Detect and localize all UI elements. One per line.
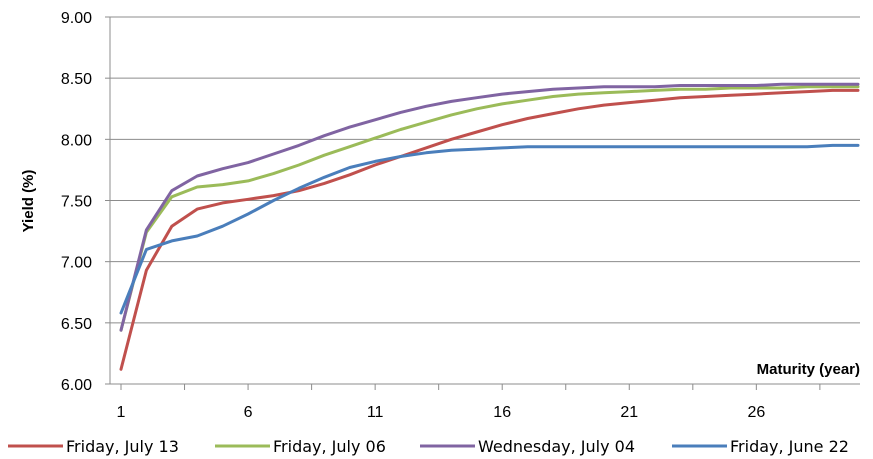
series-line-4 bbox=[119, 143, 860, 315]
y-tick-label: 8.50 bbox=[61, 71, 92, 88]
x-tick-label: 11 bbox=[367, 404, 384, 421]
legend-label-2: Friday, July 06 bbox=[273, 437, 386, 456]
y-tick-label: 8.00 bbox=[61, 132, 92, 149]
y-tick-label: 7.00 bbox=[61, 255, 92, 272]
x-tick-label: 1 bbox=[117, 404, 126, 421]
legend: Friday, July 13 Friday, July 06 Wednesday,… bbox=[8, 437, 849, 456]
series-line-2 bbox=[119, 85, 860, 332]
y-axis-title: Yield (%) bbox=[20, 170, 37, 233]
series-lines bbox=[119, 82, 860, 371]
y-tick-label: 6.00 bbox=[61, 377, 92, 394]
y-tick-labels: 6.00 6.50 7.00 7.50 8.00 8.50 9.00 bbox=[61, 10, 92, 394]
y-tick-label: 7.50 bbox=[61, 194, 92, 211]
series-line-3 bbox=[119, 82, 860, 332]
x-tick-label: 16 bbox=[493, 404, 511, 421]
x-tick-label: 21 bbox=[620, 404, 638, 421]
x-axis-title: Maturity (year) bbox=[757, 361, 860, 378]
legend-label-1: Friday, July 13 bbox=[66, 437, 179, 456]
y-tick-label: 9.00 bbox=[61, 10, 92, 27]
x-tick-label: 26 bbox=[747, 404, 765, 421]
series-line-1 bbox=[119, 88, 860, 371]
y-tick-label: 6.50 bbox=[61, 316, 92, 333]
legend-label-4: Friday, June 22 bbox=[730, 437, 849, 456]
x-tick-label: 6 bbox=[244, 404, 253, 421]
axes bbox=[105, 16, 860, 390]
x-tick-labels: 1 6 11 16 21 26 bbox=[117, 404, 766, 421]
legend-label-3: Wednesday, July 04 bbox=[478, 437, 635, 456]
